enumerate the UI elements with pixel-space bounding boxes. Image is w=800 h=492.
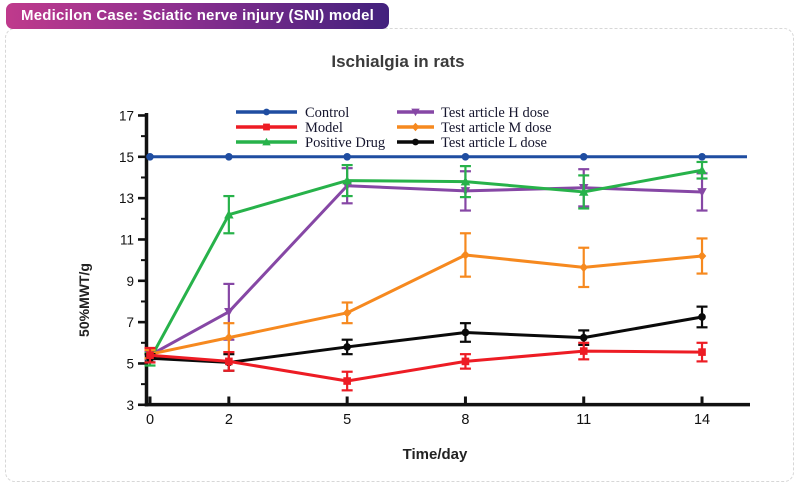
legend-label: Test article M dose bbox=[441, 120, 552, 136]
x-tick-label: 8 bbox=[461, 412, 469, 428]
y-tick-label: 7 bbox=[126, 315, 134, 330]
x-tick-label: 11 bbox=[576, 412, 591, 428]
legend-label: Positive Drug bbox=[305, 135, 385, 151]
series-model bbox=[144, 341, 708, 392]
case-badge: Medicilon Case: Sciatic nerve injury (SN… bbox=[6, 3, 390, 29]
legend-item-test-article-m-dose: Test article M dose bbox=[397, 120, 552, 136]
legend-label: Test article L dose bbox=[441, 135, 547, 151]
chart-canvas: Ischialgia in rats Time/day 50%MWT/g 3 5 7 9 11… bbox=[76, 52, 750, 463]
series-line bbox=[149, 184, 703, 357]
legend-item-test-article-h-dose: Test article H dose bbox=[397, 105, 549, 121]
y-tick-label: 17 bbox=[119, 108, 134, 123]
legend-label: Model bbox=[305, 120, 343, 136]
series-positive-drug bbox=[144, 160, 708, 367]
series-test-article-m-dose bbox=[144, 232, 708, 360]
legend-item-control: Control bbox=[236, 105, 349, 121]
y-tick-label: 3 bbox=[126, 398, 134, 413]
legend-item-model: Model bbox=[236, 120, 343, 136]
y-tick-label: 15 bbox=[119, 150, 134, 165]
series-line bbox=[148, 168, 703, 361]
y-tick-label: 9 bbox=[126, 274, 134, 289]
x-tick-label: 14 bbox=[694, 412, 710, 428]
chart: Ischialgia in rats Time/day 50%MWT/g 3 5 7 9 11… bbox=[0, 28, 800, 487]
chart-title: Ischialgia in rats bbox=[331, 52, 464, 71]
series-line bbox=[149, 253, 703, 356]
x-tick-label: 5 bbox=[343, 412, 351, 428]
series-line bbox=[149, 349, 703, 383]
legend-label: Test article H dose bbox=[441, 105, 549, 121]
x-tick-label: 0 bbox=[146, 412, 154, 428]
x-axis-title: Time/day bbox=[403, 446, 468, 463]
legend-item-positive-drug: Positive Drug bbox=[236, 135, 385, 151]
legend-item-test-article-l-dose: Test article L dose bbox=[397, 135, 547, 151]
y-tick-label: 5 bbox=[126, 356, 134, 371]
y-tick-label: 11 bbox=[120, 232, 134, 247]
y-axis-title: 50%MWT/g bbox=[76, 263, 92, 337]
y-tick-label: 13 bbox=[119, 191, 134, 206]
legend-label: Control bbox=[305, 105, 349, 121]
x-tick-label: 2 bbox=[225, 412, 233, 428]
series-control bbox=[146, 153, 747, 161]
